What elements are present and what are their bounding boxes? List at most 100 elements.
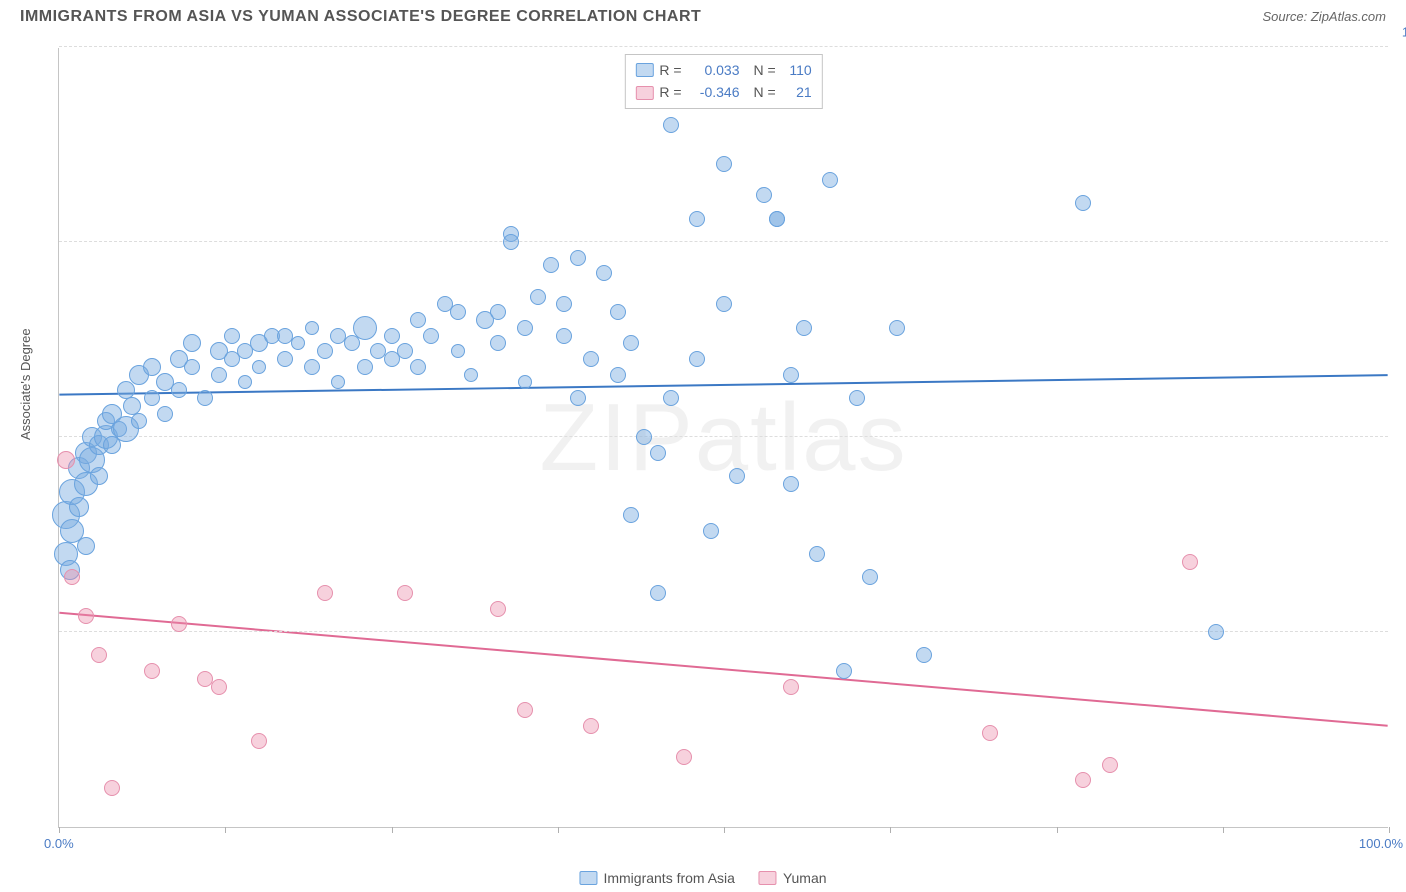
data-point (64, 569, 80, 585)
data-point (517, 702, 533, 718)
data-point (1102, 757, 1118, 773)
trend-line (59, 375, 1387, 394)
data-point (183, 334, 201, 352)
data-point (171, 382, 187, 398)
legend-item: Immigrants from Asia (579, 870, 734, 886)
data-point (1208, 624, 1224, 640)
data-point (410, 359, 426, 375)
data-point (69, 497, 89, 517)
data-point (503, 234, 519, 250)
data-point (57, 451, 75, 469)
data-point (610, 367, 626, 383)
data-point (104, 780, 120, 796)
data-point (344, 335, 360, 351)
data-point (410, 312, 426, 328)
data-point (663, 390, 679, 406)
data-point (783, 679, 799, 695)
data-point (517, 320, 533, 336)
data-point (184, 359, 200, 375)
data-point (623, 335, 639, 351)
gridline (59, 436, 1388, 437)
data-point (663, 117, 679, 133)
n-value: 21 (782, 81, 812, 103)
data-point (676, 749, 692, 765)
data-point (224, 328, 240, 344)
data-point (123, 397, 141, 415)
data-point (849, 390, 865, 406)
data-point (636, 429, 652, 445)
source-name: ZipAtlas.com (1311, 9, 1386, 24)
data-point (397, 343, 413, 359)
data-point (144, 390, 160, 406)
legend-label: Immigrants from Asia (603, 870, 734, 886)
swatch-icon (759, 871, 777, 885)
data-point (91, 647, 107, 663)
x-tick (392, 827, 393, 833)
r-value: -0.346 (688, 81, 740, 103)
chart-plot-area: ZIPatlas R = 0.033 N = 110 R = -0.346 N … (58, 48, 1388, 828)
data-point (211, 679, 227, 695)
data-point (304, 359, 320, 375)
source: Source: ZipAtlas.com (1262, 8, 1386, 26)
data-point (490, 304, 506, 320)
data-point (703, 523, 719, 539)
data-point (90, 467, 108, 485)
data-point (1075, 772, 1091, 788)
data-point (397, 585, 413, 601)
data-point (530, 289, 546, 305)
data-point (305, 321, 319, 335)
x-axis-label-min: 0.0% (44, 836, 74, 851)
data-point (889, 320, 905, 336)
n-value: 110 (782, 59, 812, 81)
data-point (836, 663, 852, 679)
data-point (623, 507, 639, 523)
data-point (464, 368, 478, 382)
r-label: R = (659, 59, 681, 81)
data-point (144, 663, 160, 679)
data-point (157, 406, 173, 422)
series-legend: Immigrants from Asia Yuman (579, 870, 826, 886)
data-point (556, 328, 572, 344)
n-label: N = (754, 59, 776, 81)
x-axis-label-max: 100.0% (1359, 836, 1403, 851)
data-point (916, 647, 932, 663)
data-point (716, 156, 732, 172)
data-point (171, 616, 187, 632)
source-label: Source: (1262, 9, 1310, 24)
data-point (570, 250, 586, 266)
x-tick (724, 827, 725, 833)
data-point (796, 320, 812, 336)
swatch-icon (635, 63, 653, 77)
data-point (570, 390, 586, 406)
x-tick (558, 827, 559, 833)
swatch-icon (635, 86, 653, 100)
data-point (1075, 195, 1091, 211)
data-point (317, 585, 333, 601)
data-point (77, 537, 95, 555)
legend-label: Yuman (783, 870, 827, 886)
data-point (756, 187, 772, 203)
x-tick (59, 827, 60, 833)
legend-row-series-2: R = -0.346 N = 21 (635, 81, 811, 103)
x-tick (1389, 827, 1390, 833)
data-point (783, 367, 799, 383)
y-tick-label: 75.0% (1396, 220, 1406, 235)
trend-line (59, 613, 1387, 726)
data-point (131, 413, 147, 429)
x-tick (225, 827, 226, 833)
y-axis-title: Associate's Degree (18, 328, 33, 440)
legend-row-series-1: R = 0.033 N = 110 (635, 59, 811, 81)
data-point (783, 476, 799, 492)
r-label: R = (659, 81, 681, 103)
gridline (59, 46, 1388, 47)
r-value: 0.033 (688, 59, 740, 81)
data-point (583, 351, 599, 367)
data-point (596, 265, 612, 281)
x-tick (1223, 827, 1224, 833)
data-point (610, 304, 626, 320)
data-point (291, 336, 305, 350)
data-point (1182, 554, 1198, 570)
data-point (450, 304, 466, 320)
data-point (251, 733, 267, 749)
data-point (78, 608, 94, 624)
